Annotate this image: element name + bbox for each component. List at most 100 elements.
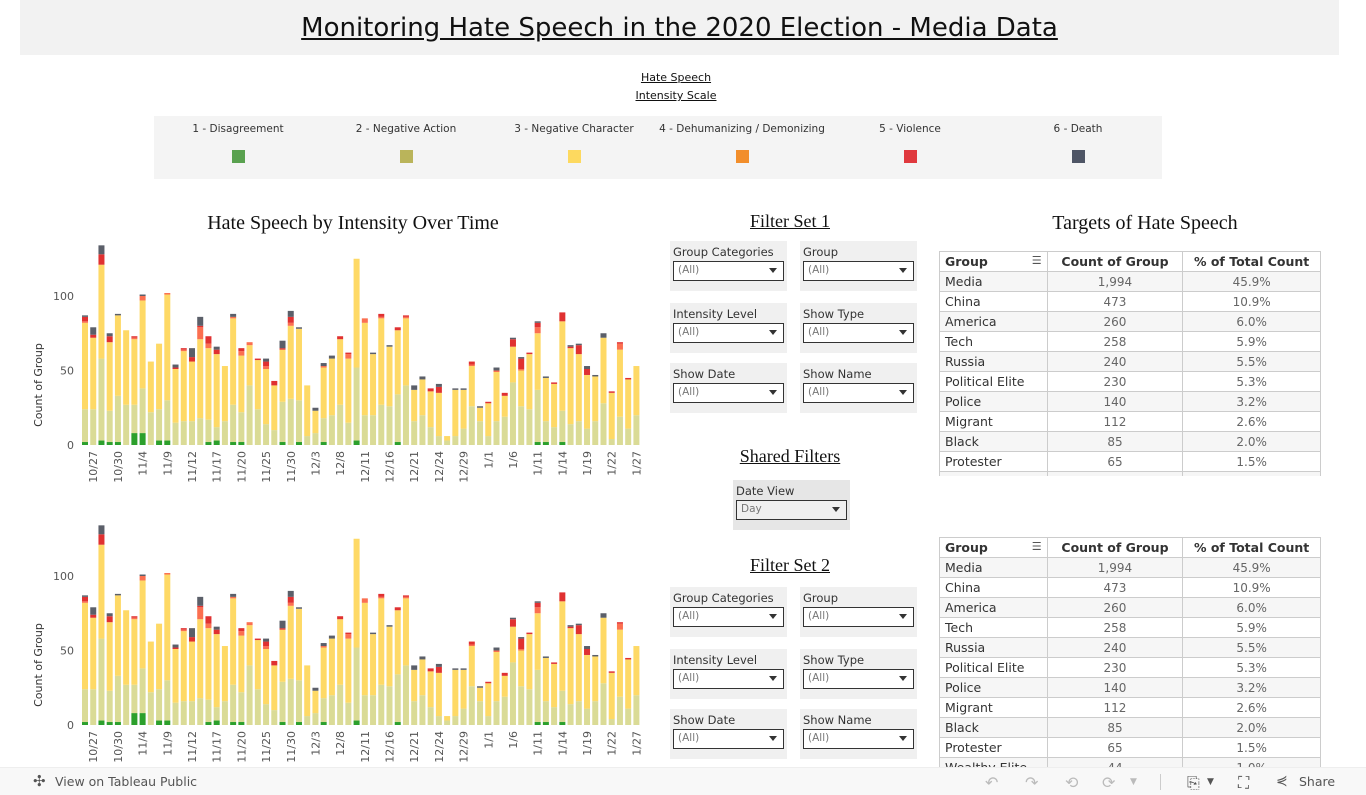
bar-segment[interactable] (279, 722, 286, 725)
bar-segment[interactable] (551, 382, 558, 384)
bar-segment[interactable] (526, 689, 533, 725)
bar-segment[interactable] (246, 625, 253, 666)
bar-segment[interactable] (509, 346, 516, 383)
bar-segment[interactable] (139, 388, 146, 434)
date-view-dropdown[interactable]: Day (736, 500, 847, 520)
bar-segment[interactable] (518, 369, 525, 371)
bar-segment[interactable] (435, 383, 442, 387)
bar-stack[interactable] (246, 622, 253, 725)
bar-segment[interactable] (509, 382, 516, 445)
bar-segment[interactable] (493, 421, 500, 445)
bar-segment[interactable] (90, 327, 97, 335)
bar-stack[interactable] (197, 316, 204, 445)
revert-icon[interactable]: ⟲ (1065, 773, 1079, 792)
bar-segment[interactable] (263, 704, 270, 725)
bar-stack[interactable] (312, 687, 319, 725)
table-row[interactable]: Wealthy Elite441.0% (939, 757, 1321, 767)
bar-segment[interactable] (82, 595, 88, 597)
bar-segment[interactable] (213, 354, 220, 428)
table-row[interactable]: China 473 10.9% (939, 291, 1321, 312)
bar-segment[interactable] (295, 400, 302, 443)
bar-stack[interactable] (147, 361, 154, 445)
bar-stack[interactable] (287, 310, 294, 445)
bar-segment[interactable] (82, 722, 88, 725)
bar-segment[interactable] (616, 696, 623, 725)
bar-segment[interactable] (106, 690, 113, 723)
sort-icon[interactable]: ☰ (1031, 540, 1042, 553)
bar-stack[interactable] (271, 380, 278, 445)
bar-segment[interactable] (584, 646, 591, 650)
bar-segment[interactable] (238, 442, 245, 445)
bar-segment[interactable] (460, 708, 467, 725)
bar-segment[interactable] (82, 316, 88, 322)
bar-stack[interactable] (542, 656, 549, 725)
bar-segment[interactable] (180, 701, 187, 725)
bar-segment[interactable] (584, 369, 591, 375)
bar-segment[interactable] (246, 665, 253, 725)
filter-dropdown[interactable]: (All) (673, 729, 784, 749)
bar-stack[interactable] (625, 657, 632, 725)
bar-segment[interactable] (254, 358, 261, 361)
bar-stack[interactable] (279, 620, 286, 725)
bar-segment[interactable] (452, 436, 459, 445)
bar-segment[interactable] (164, 680, 171, 721)
bar-segment[interactable] (238, 722, 245, 725)
filter-dropdown[interactable]: (All) (673, 669, 784, 689)
bar-segment[interactable] (106, 442, 113, 445)
bar-segment[interactable] (188, 701, 195, 725)
bar-segment[interactable] (197, 607, 204, 620)
bar-segment[interactable] (534, 389, 541, 443)
bar-segment[interactable] (98, 534, 105, 545)
bar-segment[interactable] (452, 668, 459, 670)
bar-segment[interactable] (213, 346, 220, 350)
bar-segment[interactable] (559, 722, 566, 725)
bar-segment[interactable] (485, 716, 492, 725)
bar-segment[interactable] (213, 349, 220, 355)
bar-segment[interactable] (559, 690, 566, 723)
bar-segment[interactable] (345, 358, 352, 423)
bar-segment[interactable] (477, 701, 484, 725)
bar-segment[interactable] (534, 613, 541, 670)
bar-segment[interactable] (90, 334, 97, 338)
table-row[interactable]: Police 140 3.2% (939, 391, 1321, 412)
bar-segment[interactable] (180, 421, 187, 445)
bar-segment[interactable] (295, 442, 302, 445)
bar-stack[interactable] (575, 343, 582, 445)
bar-segment[interactable] (221, 701, 228, 725)
redo-icon[interactable]: ↷ (1025, 773, 1039, 792)
bar-segment[interactable] (625, 657, 632, 660)
bar-segment[interactable] (551, 427, 558, 445)
bar-segment[interactable] (625, 379, 632, 429)
bar-segment[interactable] (402, 316, 409, 319)
bar-segment[interactable] (295, 608, 302, 681)
bar-segment[interactable] (197, 316, 204, 326)
bar-stack[interactable] (82, 315, 88, 445)
bar-segment[interactable] (271, 665, 278, 711)
bar-stack[interactable] (328, 635, 335, 725)
bar-stack[interactable] (526, 632, 533, 725)
bar-segment[interactable] (131, 337, 138, 340)
bar-segment[interactable] (435, 386, 442, 393)
bar-segment[interactable] (625, 377, 632, 380)
bar-segment[interactable] (493, 650, 500, 652)
sort-icon[interactable]: ☰ (1031, 254, 1042, 267)
bar-segment[interactable] (197, 339, 204, 419)
bar-stack[interactable] (468, 361, 475, 445)
bar-segment[interactable] (592, 374, 599, 377)
bar-segment[interactable] (205, 348, 212, 420)
table-row[interactable]: Political Elite 230 5.3% (939, 657, 1321, 678)
bar-segment[interactable] (592, 701, 599, 725)
bar-segment[interactable] (575, 623, 582, 626)
bar-segment[interactable] (600, 617, 607, 684)
bar-segment[interactable] (90, 337, 97, 410)
bar-segment[interactable] (164, 293, 171, 295)
bar-segment[interactable] (477, 407, 484, 422)
bar-segment[interactable] (304, 665, 311, 717)
bar-segment[interactable] (238, 628, 245, 632)
bar-segment[interactable] (411, 665, 418, 670)
legend-item-death[interactable]: 6 - Death (994, 116, 1162, 179)
bar-segment[interactable] (534, 321, 541, 323)
bar-segment[interactable] (386, 345, 393, 347)
bar-segment[interactable] (567, 424, 574, 445)
bar-segment[interactable] (435, 716, 442, 725)
